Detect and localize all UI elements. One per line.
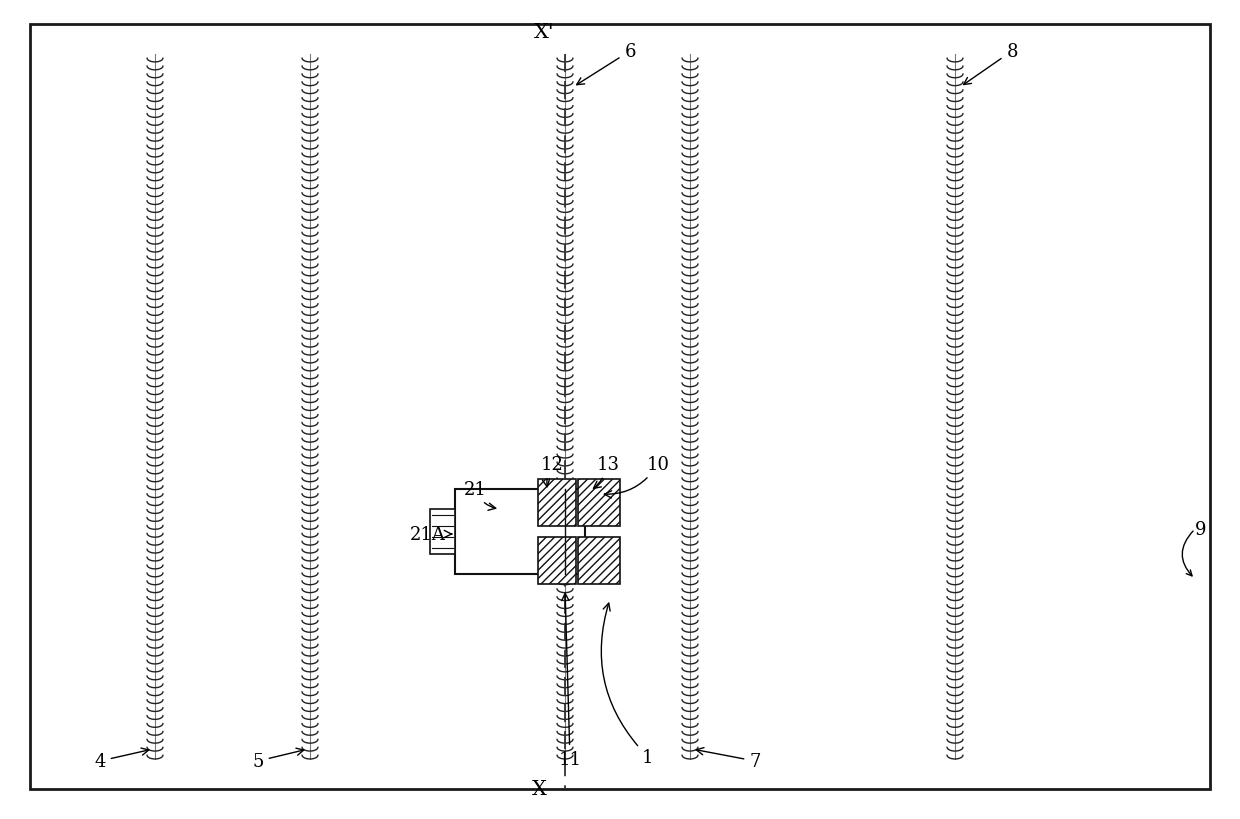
Bar <box>578 479 620 527</box>
Text: 5: 5 <box>252 749 304 770</box>
Text: 6: 6 <box>577 43 636 85</box>
FancyBboxPatch shape <box>30 25 1210 789</box>
Bar <box>538 537 577 584</box>
Text: X: X <box>532 779 547 798</box>
Text: 10: 10 <box>604 455 670 499</box>
Text: 4: 4 <box>94 748 149 770</box>
Text: 1: 1 <box>601 604 653 766</box>
Bar <box>430 509 455 554</box>
Text: 13: 13 <box>594 455 620 489</box>
Text: 21A: 21A <box>410 525 451 543</box>
Text: 12: 12 <box>541 455 563 487</box>
Text: 7: 7 <box>696 748 760 770</box>
Text: X': X' <box>534 23 556 42</box>
Bar <box>578 537 620 584</box>
Bar <box>538 479 577 527</box>
Text: 21: 21 <box>464 481 496 511</box>
Text: 9: 9 <box>1195 520 1207 538</box>
Text: 11: 11 <box>558 594 582 768</box>
Text: 8: 8 <box>963 43 1018 85</box>
Bar <box>455 490 585 574</box>
